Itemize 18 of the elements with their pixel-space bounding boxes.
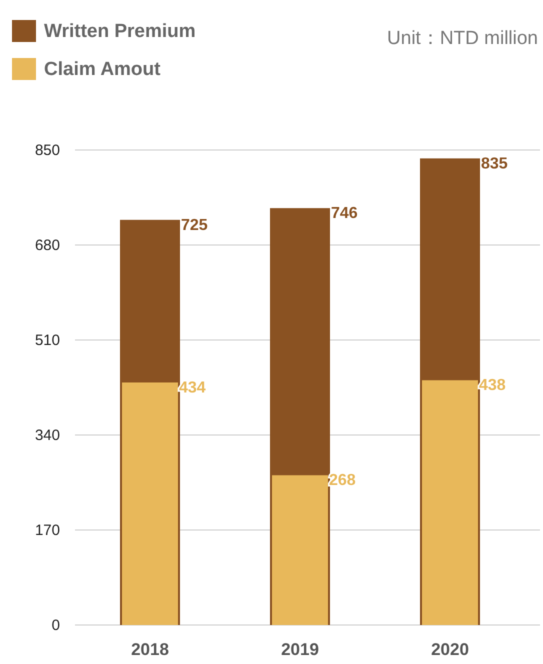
legend-label: Claim Amout — [44, 59, 162, 80]
bar — [272, 475, 328, 625]
y-tick-label: 510 — [34, 332, 60, 349]
y-tick-label: 850 — [34, 142, 60, 159]
y-tick-label: 0 — [52, 617, 60, 634]
data-label: 725 — [181, 216, 208, 234]
text: Unit：NTD million — [387, 28, 538, 49]
data-label: 746 — [331, 205, 358, 222]
legend-label: Written Premium — [44, 21, 196, 42]
y-tick-label: 340 — [34, 427, 60, 444]
bar — [422, 380, 478, 625]
y-tick-label: 170 — [34, 522, 60, 539]
x-tick-label: 2020 — [431, 640, 469, 659]
x-tick-label: 2019 — [281, 640, 319, 659]
y-tick-label: 680 — [34, 237, 60, 254]
data-label: 835 — [481, 155, 508, 172]
bar — [122, 382, 178, 625]
x-tick-label: 2018 — [131, 640, 169, 659]
